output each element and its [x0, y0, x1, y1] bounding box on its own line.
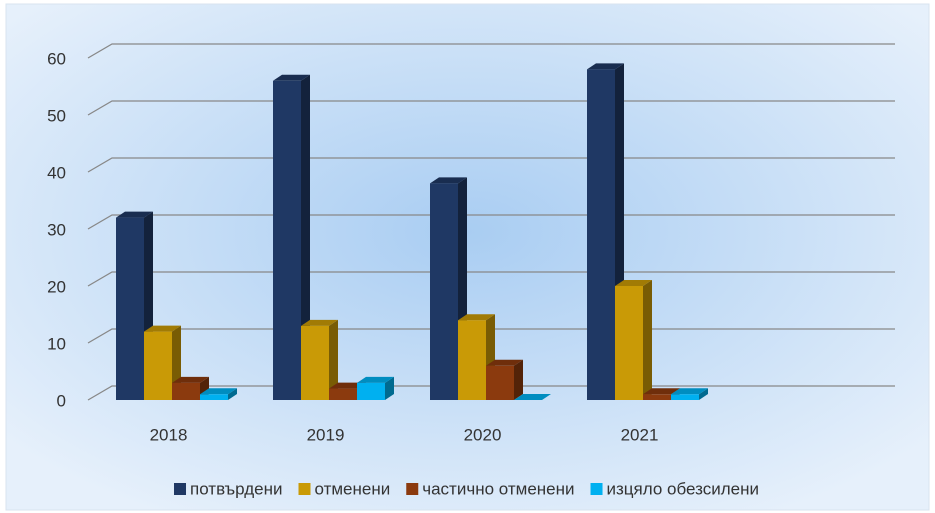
bar-front	[301, 325, 329, 400]
y-tick-label: 10	[47, 334, 66, 353]
bar	[671, 388, 708, 400]
bar-side	[643, 280, 652, 400]
bar	[486, 359, 523, 400]
bar-side	[385, 376, 394, 400]
bar-front	[615, 286, 643, 400]
x-tick-label: 2019	[307, 425, 345, 444]
y-tick-label: 50	[47, 106, 66, 125]
grid-line	[87, 157, 895, 173]
legend-swatch	[590, 483, 603, 495]
bar-top	[200, 388, 237, 395]
bar-top	[301, 319, 338, 326]
y-tick-label: 20	[47, 277, 66, 296]
y-tick-label: 0	[57, 391, 66, 410]
bar-front	[357, 382, 385, 400]
legend-swatch	[174, 483, 187, 495]
bar-front	[172, 382, 200, 400]
bar-top	[514, 394, 551, 400]
legend-label: частично отменени	[422, 479, 574, 498]
bar-side	[514, 359, 523, 400]
bar-top	[172, 376, 209, 383]
bar	[172, 376, 209, 400]
bar-side	[301, 74, 310, 401]
bar	[301, 319, 338, 400]
bar-top	[615, 280, 652, 286]
legend-label: отменени	[315, 479, 391, 498]
bar-top	[357, 376, 394, 383]
legend-label: потвърдени	[190, 479, 283, 498]
bar-top	[329, 382, 366, 389]
bar-front	[671, 394, 699, 400]
legend-swatch	[406, 483, 419, 495]
x-tick-label: 2020	[464, 425, 502, 444]
grid-line	[87, 100, 895, 116]
bar-side	[228, 388, 237, 400]
bar	[458, 314, 495, 400]
x-tick-label: 2021	[621, 425, 659, 444]
bar-front	[587, 69, 615, 401]
bar-top	[273, 74, 310, 81]
grid-segment	[87, 214, 895, 230]
bar-front	[329, 388, 357, 400]
bar-front	[643, 394, 671, 400]
legend-label: изцяло обезсилени	[607, 479, 759, 498]
grid-line	[87, 43, 895, 59]
bar	[514, 394, 551, 400]
bar-top	[643, 388, 680, 395]
bar-side	[329, 319, 338, 400]
y-tick-label: 30	[47, 220, 66, 239]
bar-top	[587, 63, 624, 70]
bar-top	[116, 211, 153, 218]
bar	[357, 376, 394, 400]
bar	[144, 325, 181, 400]
grid-segment	[87, 157, 895, 173]
bar-top	[486, 359, 523, 366]
y-tick-label: 40	[47, 163, 66, 182]
bar-front	[273, 80, 301, 401]
x-tick-label: 2018	[150, 425, 188, 444]
bar	[200, 388, 237, 400]
bar-front	[116, 217, 144, 400]
grid-segment	[87, 100, 895, 116]
chart-background	[5, 3, 930, 511]
grid-segment	[87, 43, 895, 59]
bar-top	[144, 325, 181, 332]
grid-line	[87, 271, 895, 287]
bar-front	[200, 394, 228, 400]
bar-front	[144, 331, 172, 400]
bar	[273, 74, 310, 401]
bar-front	[458, 320, 486, 400]
bar-front	[486, 365, 514, 400]
bar-side	[699, 388, 708, 400]
legend-swatch	[298, 483, 311, 495]
grid-segment	[87, 271, 895, 287]
bar-top	[458, 314, 495, 321]
bar-top	[430, 177, 467, 184]
bar	[615, 280, 652, 400]
bar-top	[671, 388, 708, 395]
grid-line	[87, 214, 895, 230]
y-tick-label: 60	[47, 49, 66, 68]
bar-front	[430, 183, 458, 400]
